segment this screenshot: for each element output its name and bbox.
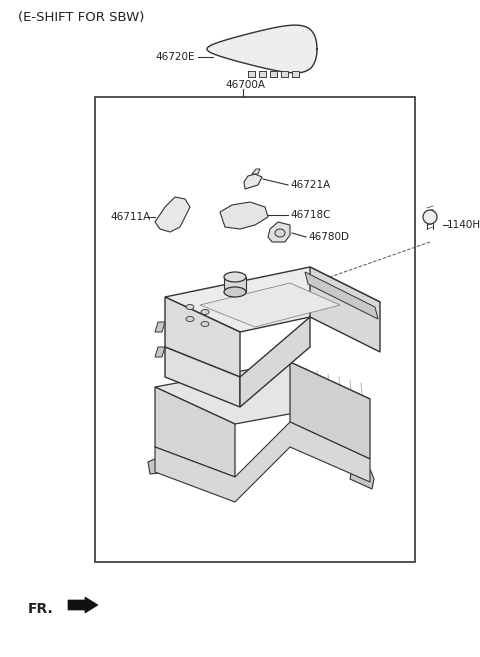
Polygon shape (305, 272, 378, 319)
Polygon shape (165, 347, 240, 407)
Text: 46718C: 46718C (290, 210, 331, 220)
Polygon shape (244, 174, 262, 189)
Polygon shape (310, 267, 380, 352)
Text: 1140HG: 1140HG (447, 220, 480, 230)
Polygon shape (350, 469, 374, 489)
Bar (95, 97, 415, 562)
Ellipse shape (201, 309, 209, 315)
Polygon shape (220, 202, 268, 229)
Polygon shape (148, 452, 172, 474)
Polygon shape (155, 387, 235, 477)
Text: FR.: FR. (28, 602, 54, 616)
Polygon shape (290, 362, 370, 459)
Ellipse shape (186, 304, 194, 309)
Text: 46720E: 46720E (155, 52, 194, 62)
Polygon shape (224, 277, 246, 292)
Polygon shape (259, 71, 266, 77)
Ellipse shape (186, 317, 194, 321)
Polygon shape (155, 422, 370, 502)
Polygon shape (155, 362, 370, 424)
Polygon shape (155, 322, 165, 332)
Text: (E-SHIFT FOR SBW): (E-SHIFT FOR SBW) (18, 11, 144, 24)
Polygon shape (252, 169, 260, 174)
Text: 46700A: 46700A (225, 80, 265, 90)
Polygon shape (281, 71, 288, 77)
Polygon shape (248, 71, 255, 77)
Polygon shape (155, 197, 190, 232)
Polygon shape (200, 283, 340, 327)
Polygon shape (240, 317, 310, 407)
Polygon shape (270, 71, 277, 77)
Ellipse shape (224, 272, 246, 282)
Polygon shape (268, 222, 290, 242)
Polygon shape (155, 347, 165, 357)
Polygon shape (68, 597, 98, 613)
Polygon shape (207, 25, 317, 73)
Polygon shape (292, 71, 299, 77)
Ellipse shape (201, 321, 209, 327)
Ellipse shape (275, 229, 285, 237)
Ellipse shape (423, 210, 437, 224)
Ellipse shape (224, 287, 246, 297)
Text: 46711A: 46711A (110, 212, 150, 222)
Text: 46780D: 46780D (308, 232, 349, 242)
Polygon shape (165, 297, 240, 377)
Text: 46721A: 46721A (290, 180, 330, 190)
Polygon shape (165, 267, 380, 332)
